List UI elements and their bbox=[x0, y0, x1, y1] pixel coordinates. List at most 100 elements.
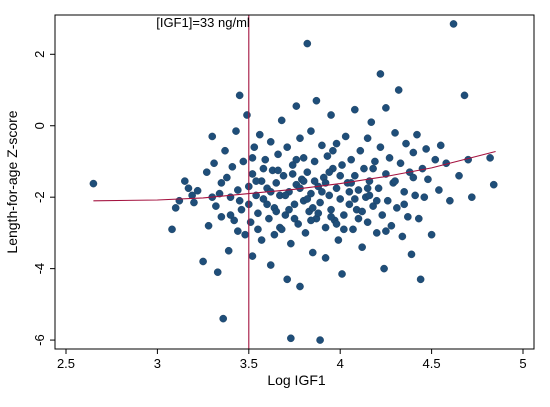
data-point bbox=[217, 213, 226, 221]
data-point bbox=[354, 214, 363, 223]
data-point bbox=[252, 177, 260, 185]
data-point bbox=[400, 200, 408, 209]
data-point bbox=[290, 214, 299, 223]
data-point bbox=[279, 171, 288, 180]
data-point bbox=[332, 220, 341, 228]
data-point bbox=[449, 20, 458, 28]
data-point bbox=[277, 116, 286, 125]
data-point bbox=[299, 154, 308, 162]
data-point bbox=[371, 157, 379, 166]
reference-line-label: [IGF1]=33 ng/ml bbox=[156, 15, 250, 30]
data-point bbox=[212, 202, 220, 210]
data-point bbox=[204, 221, 213, 230]
data-point bbox=[327, 111, 335, 119]
data-point bbox=[413, 130, 421, 139]
data-point bbox=[372, 229, 381, 237]
data-point bbox=[367, 118, 376, 126]
data-point bbox=[489, 180, 498, 189]
data-point bbox=[358, 243, 366, 251]
data-point bbox=[241, 230, 249, 239]
data-point bbox=[285, 205, 293, 214]
x-tick-label: 4 bbox=[337, 356, 344, 371]
data-point bbox=[299, 177, 308, 185]
data-point bbox=[372, 196, 381, 205]
data-point bbox=[327, 213, 335, 221]
data-point bbox=[387, 221, 396, 230]
data-point bbox=[261, 155, 270, 164]
data-point bbox=[215, 189, 224, 198]
data-point bbox=[248, 170, 257, 178]
data-point bbox=[318, 188, 326, 196]
data-point bbox=[184, 184, 193, 193]
data-point bbox=[316, 198, 324, 207]
x-tick-label: 3 bbox=[154, 356, 161, 371]
data-point bbox=[347, 179, 355, 187]
data-point bbox=[202, 168, 211, 176]
data-point bbox=[270, 230, 279, 239]
data-point bbox=[250, 143, 259, 151]
y-tick-label: -2 bbox=[32, 191, 47, 203]
plot-area bbox=[89, 15, 498, 349]
data-point bbox=[296, 134, 304, 143]
data-point bbox=[383, 196, 392, 205]
data-point bbox=[376, 143, 385, 151]
data-point bbox=[287, 334, 295, 343]
data-point bbox=[254, 209, 262, 218]
data-point bbox=[334, 236, 343, 244]
fit-line bbox=[93, 150, 496, 202]
data-point bbox=[303, 195, 312, 203]
data-point bbox=[210, 159, 218, 168]
data-point bbox=[199, 257, 207, 266]
data-point bbox=[223, 173, 231, 182]
data-point bbox=[382, 227, 390, 235]
data-point bbox=[257, 236, 266, 244]
y-tick-label: -6 bbox=[32, 334, 47, 346]
data-point bbox=[455, 171, 463, 180]
data-point bbox=[314, 209, 323, 218]
data-point bbox=[435, 186, 443, 194]
data-point bbox=[281, 211, 290, 219]
data-point bbox=[365, 191, 374, 200]
data-point bbox=[420, 193, 429, 201]
data-point bbox=[294, 220, 302, 228]
y-axis-title: Length-for-age Z-score bbox=[4, 110, 20, 253]
data-point bbox=[232, 127, 240, 135]
data-point bbox=[272, 179, 281, 187]
data-point bbox=[266, 261, 275, 269]
data-point bbox=[234, 186, 242, 194]
data-point bbox=[230, 216, 238, 225]
data-point bbox=[351, 105, 359, 114]
data-point bbox=[415, 214, 423, 223]
data-point bbox=[274, 150, 282, 159]
data-point bbox=[345, 200, 354, 209]
y-tick-label: -4 bbox=[32, 263, 47, 275]
data-point bbox=[277, 225, 286, 234]
data-point bbox=[427, 230, 436, 239]
data-point bbox=[460, 91, 469, 100]
data-point bbox=[351, 195, 359, 203]
data-point bbox=[296, 282, 304, 291]
data-point bbox=[398, 232, 407, 241]
data-point bbox=[208, 132, 217, 141]
data-point bbox=[336, 195, 345, 203]
data-point bbox=[321, 223, 330, 232]
data-point bbox=[385, 154, 394, 162]
data-point bbox=[89, 179, 98, 188]
data-point bbox=[283, 275, 291, 284]
x-tick-label: 2.5 bbox=[57, 356, 75, 371]
data-point bbox=[336, 171, 345, 180]
data-point bbox=[345, 188, 354, 196]
data-point bbox=[404, 213, 412, 221]
data-point bbox=[369, 202, 377, 210]
data-point bbox=[237, 205, 246, 214]
data-point bbox=[193, 186, 202, 195]
data-point bbox=[411, 191, 419, 200]
data-point bbox=[378, 211, 387, 219]
data-point bbox=[303, 168, 312, 176]
data-point bbox=[363, 184, 372, 193]
data-point bbox=[407, 250, 416, 259]
data-point bbox=[340, 211, 348, 219]
data-point bbox=[338, 161, 346, 169]
